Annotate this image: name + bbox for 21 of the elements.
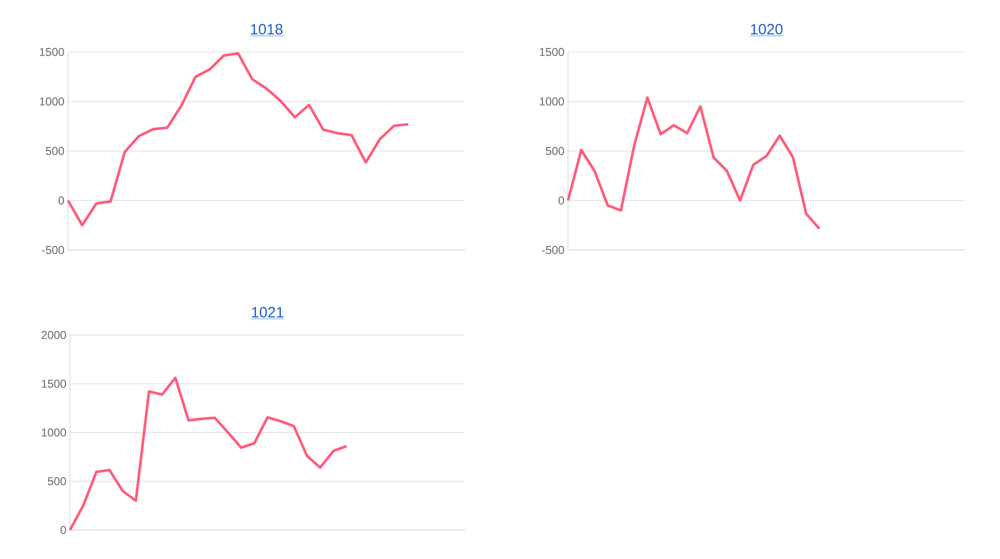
- y-tick-label: 1000: [42, 428, 66, 437]
- y-tick-label: -500: [542, 246, 564, 254]
- y-tick-label: 500: [48, 477, 66, 486]
- y-tick-label: 1000: [40, 97, 64, 106]
- y-tick-label: 0: [60, 526, 66, 534]
- y-tick-label: 500: [46, 146, 64, 156]
- y-tick-label: 1500: [42, 380, 66, 388]
- y-tick-label: 0: [58, 196, 64, 205]
- y-tick-label: 1500: [540, 48, 564, 56]
- chart-title: 1018: [251, 24, 282, 34]
- line-series: [68, 376, 348, 532]
- line-series: [66, 52, 410, 227]
- line-series: [566, 96, 821, 230]
- y-tick-label: 1500: [40, 48, 64, 56]
- y-tick-label: 2000: [42, 330, 66, 340]
- y-tick-label: 500: [546, 146, 564, 156]
- y-tick-label: 1000: [540, 97, 564, 106]
- y-tick-label: -500: [42, 246, 64, 254]
- chart-title: 1021: [252, 306, 284, 318]
- chart-title: 1020: [751, 24, 783, 34]
- y-tick-label: 0: [558, 196, 564, 205]
